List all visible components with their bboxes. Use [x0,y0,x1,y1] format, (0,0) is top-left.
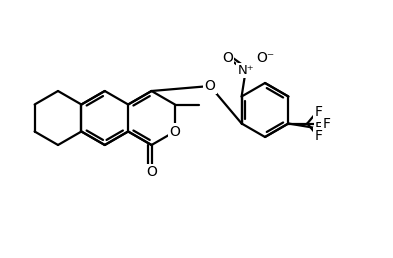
Text: F: F [322,117,330,131]
Text: O: O [146,165,157,179]
Text: F: F [314,104,322,118]
Text: F: F [314,128,322,142]
Text: N⁺: N⁺ [237,64,254,77]
Text: F: F [315,120,323,135]
Text: O: O [205,79,215,93]
Text: O⁻: O⁻ [257,51,275,65]
Text: O: O [222,51,233,65]
Text: O: O [169,125,180,139]
